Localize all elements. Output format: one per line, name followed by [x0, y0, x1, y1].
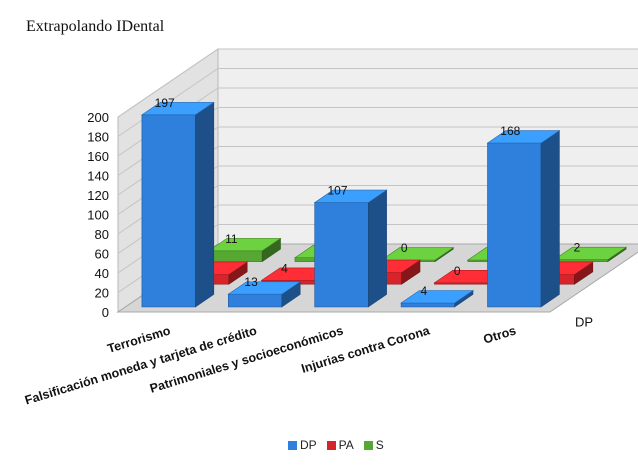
data-label: 0 [454, 264, 461, 278]
bar-front [228, 293, 283, 308]
legend-swatch [288, 440, 297, 450]
legend-label: DP [300, 438, 317, 452]
bar-DP-2: 107 [313, 184, 388, 308]
x-category-label: Otros [482, 323, 518, 346]
bar-DP-0: 197 [140, 96, 215, 308]
data-label: 4 [281, 261, 288, 275]
legend-label: S [375, 438, 384, 452]
legend-swatch [326, 440, 336, 450]
bar-S-4: 2 [553, 241, 628, 263]
bar-side [367, 189, 387, 308]
bar-DP-1: 13 [227, 275, 302, 308]
data-label: 13 [244, 275, 258, 289]
data-label: 107 [327, 184, 347, 198]
y-axis: 0 20 40 60 80 100 120 140 160 180 200 [87, 110, 109, 320]
bar-top [227, 281, 302, 295]
bar-front [487, 142, 542, 308]
y-tick-label: 140 [87, 169, 109, 184]
y-tick-label: 180 [87, 130, 109, 145]
y-tick-label: 20 [95, 286, 109, 301]
legend-swatch [363, 440, 373, 450]
bar-top [207, 238, 282, 252]
bar-DP-4: 168 [486, 124, 561, 308]
bar-top [400, 290, 474, 304]
bar-front [208, 250, 263, 262]
bar-top [486, 130, 561, 144]
y-tick-label: 0 [102, 305, 109, 320]
bar-side [540, 130, 560, 308]
depth-axis-labels: SDP [575, 315, 593, 330]
depth-axis-label: DP [575, 315, 593, 330]
bar-side [195, 101, 215, 308]
bar-front [141, 114, 196, 308]
data-label: 168 [500, 124, 520, 138]
data-label: 197 [155, 96, 175, 110]
bar-top [553, 246, 628, 260]
bar-front [400, 302, 456, 308]
data-label: 0 [401, 241, 408, 255]
bar-front [314, 202, 369, 308]
legend-item: S [363, 438, 384, 452]
y-tick-label: 40 [95, 266, 109, 281]
chart-title: Extrapolando IDental [26, 18, 165, 35]
bar-top [313, 189, 388, 203]
y-tick-label: 200 [87, 110, 109, 125]
bar-S-2: 0 [380, 241, 455, 263]
legend-label: PA [338, 438, 354, 452]
y-tick-label: 60 [95, 247, 109, 262]
y-tick-label: 80 [95, 227, 109, 242]
bar-S-0: 11 [207, 232, 282, 263]
bars: 11400210412010197131074168 [140, 96, 628, 308]
bar-DP-3: 4 [400, 284, 474, 308]
legend-item: PA [326, 438, 354, 452]
y-tick-label: 120 [87, 188, 109, 203]
data-label: 2 [574, 241, 581, 255]
gridline [117, 48, 638, 118]
legend: DP PA S [288, 438, 384, 452]
legend-item: DP [288, 438, 317, 452]
data-label: 11 [225, 232, 238, 246]
data-label: 4 [421, 284, 428, 298]
bar-top [140, 102, 215, 116]
y-tick-label: 160 [87, 149, 109, 164]
y-tick-label: 100 [87, 208, 109, 223]
